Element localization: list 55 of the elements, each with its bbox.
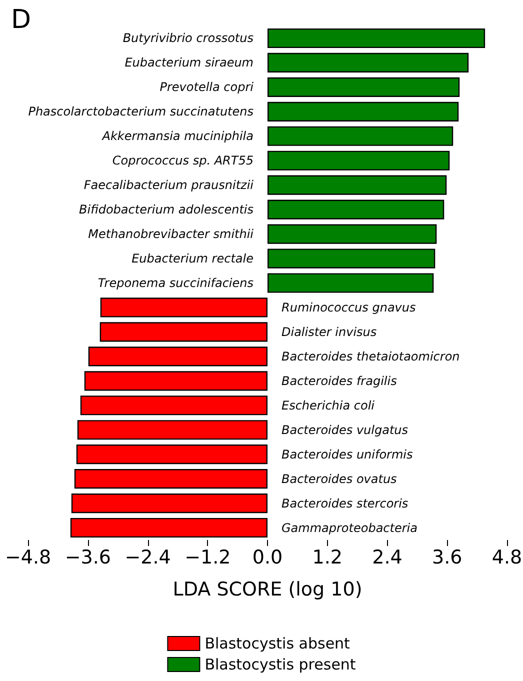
y-tick-label: Bacteroides vulgatus — [282, 422, 408, 437]
bar — [80, 396, 268, 416]
bar — [71, 493, 268, 514]
x-tick-label: −1.2 — [184, 546, 231, 568]
y-tick-label: Eubacterium rectale — [132, 252, 254, 266]
y-tick-label: Methanobrevibacter smithii — [88, 227, 254, 242]
y-tick-label: Prevotella copri — [160, 80, 254, 94]
y-tick-label: Faecalibacterium prausnitzii — [84, 178, 254, 192]
x-tick-label: 0.0 — [252, 546, 283, 568]
y-tick-label: Bacteroides thetaiotaomicron — [282, 349, 460, 364]
bar — [268, 28, 486, 48]
x-tick-label: 1.2 — [312, 546, 342, 568]
y-tick-label: Phascolarctobacterium succinatutens — [28, 104, 254, 119]
bar — [268, 200, 444, 220]
chart-title: D — [11, 5, 32, 35]
bar — [77, 420, 268, 440]
bar — [268, 52, 469, 73]
y-tick-label: Bacteroides uniformis — [282, 447, 413, 462]
y-tick-label: Gammaproteobacteria — [282, 520, 418, 535]
x-tick-label: −3.6 — [64, 546, 111, 568]
bar — [100, 298, 268, 318]
legend-label: Blastocystis absent — [204, 634, 350, 652]
x-tick-label: −4.8 — [4, 546, 52, 568]
bar — [268, 273, 434, 293]
legend-label: Blastocystis present — [204, 656, 356, 674]
bar — [268, 150, 450, 170]
bar — [84, 371, 268, 391]
bar — [268, 175, 447, 195]
y-tick-label: Dialister invisus — [282, 324, 377, 339]
bar — [268, 126, 454, 146]
y-tick-label: Bacteroides stercoris — [282, 496, 408, 510]
bar — [268, 102, 459, 122]
y-tick-label: Ruminococcus gnavus — [282, 300, 416, 314]
bar — [268, 77, 460, 97]
y-tick-label: Eubacterium siraeum — [124, 56, 254, 70]
x-axis-title: LDA SCORE (log 10) — [172, 578, 362, 600]
y-tick-label: Bifidobacterium adolescentis — [79, 202, 254, 217]
y-tick-label: Coprococcus sp. ART55 — [112, 154, 254, 168]
y-tick-label: Bacteroides fragilis — [282, 374, 397, 388]
x-tick-label: 2.4 — [372, 546, 402, 568]
x-tick-label: −2.4 — [124, 546, 171, 568]
x-tick-label: 4.8 — [492, 546, 522, 568]
y-tick-label: Escherichia coli — [282, 398, 376, 412]
x-tick-label: 3.6 — [432, 546, 462, 568]
y-tick-label: Butyrivibrio crossotus — [122, 31, 254, 46]
y-tick-label: Treponema succinifaciens — [98, 276, 254, 290]
bar — [74, 469, 268, 489]
bar — [100, 322, 268, 342]
bar — [268, 224, 437, 244]
bar — [268, 248, 436, 268]
y-tick-label: Akkermansia muciniphila — [101, 129, 254, 144]
y-tick-label: Bacteroides ovatus — [282, 472, 397, 486]
bar — [70, 518, 268, 538]
bar — [76, 444, 268, 464]
bar — [88, 346, 268, 366]
